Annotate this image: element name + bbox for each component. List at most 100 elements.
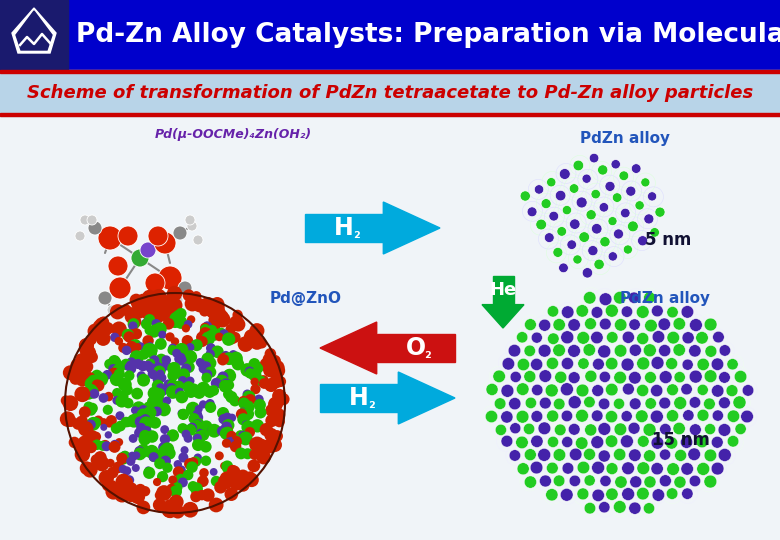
Circle shape	[516, 436, 528, 449]
Circle shape	[129, 294, 143, 307]
Circle shape	[568, 319, 580, 331]
Circle shape	[145, 273, 165, 293]
Circle shape	[711, 462, 724, 475]
Circle shape	[140, 430, 149, 439]
Circle shape	[196, 332, 208, 343]
Circle shape	[591, 307, 603, 318]
Circle shape	[176, 308, 186, 319]
Circle shape	[643, 423, 656, 436]
Circle shape	[158, 330, 166, 339]
Circle shape	[127, 483, 137, 493]
Circle shape	[629, 449, 641, 462]
Circle shape	[236, 480, 246, 490]
Circle shape	[74, 386, 90, 402]
Circle shape	[674, 476, 686, 488]
Circle shape	[103, 405, 113, 415]
Circle shape	[197, 360, 206, 368]
Polygon shape	[383, 202, 440, 254]
Circle shape	[80, 215, 90, 225]
Circle shape	[153, 375, 161, 384]
Circle shape	[524, 449, 537, 461]
Circle shape	[185, 296, 200, 312]
Circle shape	[177, 368, 190, 381]
Circle shape	[193, 431, 206, 444]
Circle shape	[236, 470, 250, 483]
Circle shape	[132, 464, 140, 472]
Circle shape	[272, 389, 286, 403]
Circle shape	[190, 482, 203, 495]
Circle shape	[555, 424, 566, 436]
Circle shape	[238, 396, 249, 407]
Circle shape	[597, 345, 611, 358]
Circle shape	[254, 395, 264, 404]
Circle shape	[217, 426, 227, 436]
Circle shape	[118, 377, 132, 392]
Circle shape	[600, 237, 610, 247]
Circle shape	[727, 359, 738, 370]
Circle shape	[129, 350, 144, 364]
Circle shape	[239, 431, 247, 440]
Circle shape	[183, 381, 194, 393]
Circle shape	[135, 416, 146, 427]
Circle shape	[509, 345, 521, 357]
Circle shape	[211, 346, 224, 358]
Circle shape	[201, 353, 214, 365]
Circle shape	[577, 332, 590, 344]
Circle shape	[674, 396, 686, 409]
Circle shape	[242, 421, 250, 428]
Circle shape	[622, 383, 634, 395]
Circle shape	[271, 364, 285, 377]
Circle shape	[568, 345, 580, 357]
Text: PdZn alloy: PdZn alloy	[620, 291, 710, 306]
Text: O: O	[406, 336, 426, 360]
Circle shape	[257, 339, 267, 348]
Circle shape	[176, 390, 188, 403]
Circle shape	[185, 384, 198, 397]
Circle shape	[158, 387, 168, 396]
Circle shape	[93, 415, 104, 426]
Circle shape	[105, 359, 115, 369]
Circle shape	[493, 370, 505, 382]
Circle shape	[90, 431, 101, 442]
Circle shape	[734, 370, 746, 383]
Circle shape	[626, 186, 636, 196]
Circle shape	[199, 468, 209, 477]
Circle shape	[137, 294, 148, 305]
Circle shape	[690, 370, 702, 383]
Circle shape	[644, 503, 654, 514]
Circle shape	[527, 207, 537, 217]
Circle shape	[269, 356, 280, 368]
Circle shape	[206, 330, 217, 341]
Circle shape	[94, 456, 109, 471]
Circle shape	[211, 307, 223, 319]
Text: Pd@ZnO: Pd@ZnO	[270, 291, 342, 306]
Circle shape	[621, 358, 634, 371]
Circle shape	[120, 359, 132, 370]
Bar	[0, 0, 68, 70]
Circle shape	[229, 395, 240, 407]
Circle shape	[196, 358, 204, 367]
Circle shape	[591, 436, 604, 449]
Circle shape	[69, 437, 80, 448]
Circle shape	[584, 318, 597, 329]
Circle shape	[246, 365, 257, 376]
Circle shape	[129, 315, 141, 328]
Circle shape	[204, 303, 217, 316]
Circle shape	[242, 448, 254, 460]
Circle shape	[614, 423, 626, 436]
Circle shape	[211, 321, 218, 328]
Circle shape	[132, 401, 145, 415]
Circle shape	[660, 423, 671, 435]
Circle shape	[257, 375, 269, 386]
Circle shape	[107, 467, 119, 478]
Circle shape	[227, 333, 238, 345]
Circle shape	[107, 305, 117, 315]
Circle shape	[243, 390, 256, 404]
Bar	[0, 70, 780, 73]
Circle shape	[165, 332, 175, 341]
Circle shape	[207, 426, 215, 434]
Circle shape	[243, 389, 252, 399]
Circle shape	[161, 355, 171, 365]
Circle shape	[167, 362, 181, 375]
Circle shape	[236, 478, 250, 492]
